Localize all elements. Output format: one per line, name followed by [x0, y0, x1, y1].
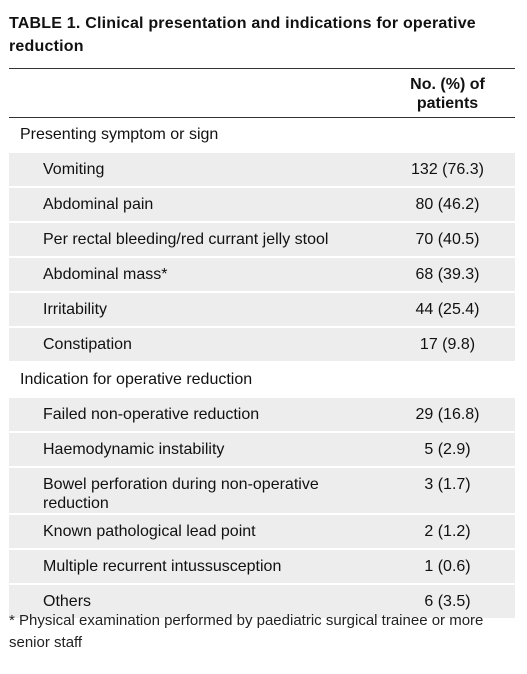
data-row: Irritability 44 (25.4)	[9, 292, 515, 328]
data-row: Others 6 (3.5)	[9, 584, 515, 620]
section-row: Presenting symptom or sign	[9, 117, 515, 153]
section-heading: Presenting symptom or sign	[9, 117, 515, 153]
value-cell: 44 (25.4)	[380, 292, 515, 328]
table: No. (%) of patients Presenting symptom o…	[9, 68, 515, 620]
value-cell: 132 (76.3)	[380, 152, 515, 188]
table-label: TABLE 1.	[9, 15, 81, 32]
section-row: Indication for operative reduction	[9, 362, 515, 398]
item-cell: Abdominal pain	[9, 187, 380, 223]
value-cell: 68 (39.3)	[380, 257, 515, 293]
data-row: Multiple recurrent intussusception 1 (0.6…	[9, 549, 515, 585]
item-cell: Constipation	[9, 327, 380, 363]
item-cell: Haemodynamic instability	[9, 432, 380, 468]
item-cell: Abdominal mass*	[9, 257, 380, 293]
value-cell: 29 (16.8)	[380, 397, 515, 433]
header-cell: No. (%) of patients	[380, 68, 515, 118]
data-row: Known pathological lead point 2 (1.2)	[9, 514, 515, 550]
header-row: No. (%) of patients	[9, 68, 515, 118]
value-cell: 2 (1.2)	[380, 514, 515, 550]
footnote: * Physical examination performed by paed…	[9, 612, 484, 651]
header-cell	[9, 68, 380, 118]
item-cell: Bowel perforation during non-operative r…	[9, 467, 380, 515]
value-cell: 80 (46.2)	[380, 187, 515, 223]
data-row: Failed non-operative reduction 29 (16.8)	[9, 397, 515, 433]
table-title: TABLE 1. Clinical presentation and indic…	[9, 12, 509, 58]
data-row: Bowel perforation during non-operative r…	[9, 467, 515, 515]
value-cell: 3 (1.7)	[380, 467, 515, 515]
value-cell: 5 (2.9)	[380, 432, 515, 468]
value-cell: 1 (0.6)	[380, 549, 515, 585]
data-row: Haemodynamic instability 5 (2.9)	[9, 432, 515, 468]
item-cell: Failed non-operative reduction	[9, 397, 380, 433]
title-text: Clinical presentation and indications fo…	[9, 15, 476, 55]
data-row: Per rectal bleeding/red currant jelly st…	[9, 222, 515, 258]
data-row: Abdominal mass* 68 (39.3)	[9, 257, 515, 293]
item-cell: Vomiting	[9, 152, 380, 188]
value-cell: 70 (40.5)	[380, 222, 515, 258]
data-row: Vomiting 132 (76.3)	[9, 152, 515, 188]
item-cell: Per rectal bleeding/red currant jelly st…	[9, 222, 380, 258]
data-row: Abdominal pain 80 (46.2)	[9, 187, 515, 223]
section-heading: Indication for operative reduction	[9, 362, 515, 398]
item-cell: Others	[9, 584, 380, 620]
item-cell: Irritability	[9, 292, 380, 328]
value-cell: 6 (3.5)	[380, 584, 515, 620]
value-cell: 17 (9.8)	[380, 327, 515, 363]
data-row: Constipation 17 (9.8)	[9, 327, 515, 363]
item-cell: Multiple recurrent intussusception	[9, 549, 380, 585]
item-cell: Known pathological lead point	[9, 514, 380, 550]
